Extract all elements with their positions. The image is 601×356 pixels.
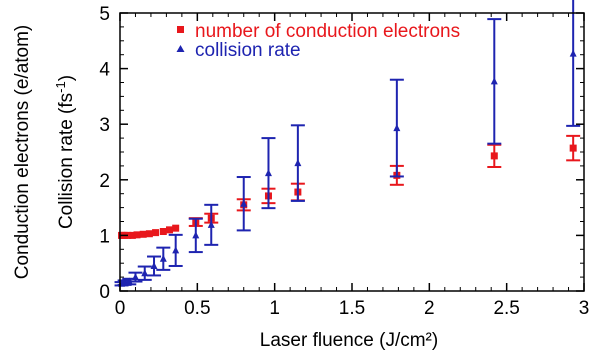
legend-marker-conduction-electrons [177,26,184,33]
y-tick-label: 2 [99,171,110,192]
data-point [139,230,147,238]
axis-ticks [119,12,585,292]
data-point [165,226,173,234]
data-point [131,273,139,281]
data-point [133,231,141,239]
series-collision-rate [114,0,581,287]
data-point [490,152,498,160]
x-tick-label: 1.5 [339,298,365,319]
x-tick-label: 2 [424,298,435,319]
legend-label-conduction-electrons: number of conduction electrons [195,21,460,42]
data-point [150,261,158,269]
data-point [569,49,577,57]
y-axis-title-primary-sup: -1 [53,81,68,93]
data-point [569,144,577,152]
data-point [393,124,401,132]
y-tick-label: 0 [99,282,110,303]
data-point [159,254,167,262]
series-conduction-electrons [118,134,581,239]
legend-label-collision-rate: collision rate [195,40,301,61]
y-axis-title-secondary: Conduction electrons (e/atom) [12,25,33,280]
data-point [490,77,498,85]
data-point [172,224,180,232]
y-tick-label: 5 [99,4,110,25]
y-tick-label: 1 [99,226,110,247]
legend: number of conduction electrons collision… [176,21,460,61]
x-axis-title: Laser fluence (J/cm²) [260,330,438,351]
plot-frame [119,12,585,292]
data-point [240,199,248,207]
data-point [128,231,136,239]
y-axis-title-primary: Collision rate (fs-1) [53,75,77,229]
data-point [172,246,180,254]
x-tick-label: 3 [579,298,590,319]
data-point [294,159,302,167]
x-tick-label: 0.5 [184,298,210,319]
legend-marker-collision-rate [176,45,185,52]
y-tick-label: 4 [99,60,110,81]
x-tick-label: 0 [115,298,126,319]
x-tick-label: 1 [269,298,280,319]
y-axis-title-primary-close: ) [56,75,77,81]
data-point [192,231,200,239]
data-point [141,269,149,277]
data-point [159,228,167,236]
data-point [207,220,215,228]
y-tick-label: 3 [99,115,110,136]
x-tick-label: 2.5 [493,298,519,319]
y-axis-title-primary-text: Collision rate (fs [56,93,77,229]
data-point [152,229,160,237]
data-point [145,230,153,238]
data-point [264,169,272,177]
tick-labels: 0 0.5 1 1.5 2 2.5 3 0 1 2 3 4 5 [99,4,589,319]
